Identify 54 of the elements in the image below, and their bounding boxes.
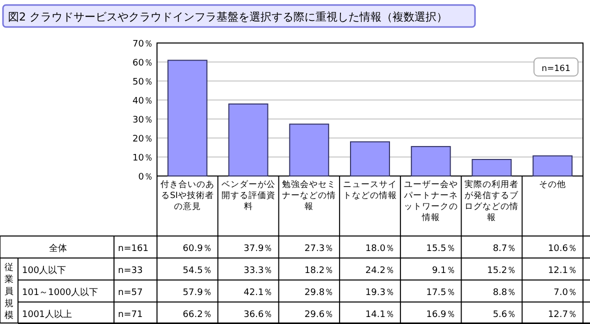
- y-tick-label: 50％: [132, 78, 153, 88]
- text: 5.6％: [492, 310, 516, 320]
- text: 1001人以上: [22, 309, 72, 320]
- text: n=33: [118, 266, 143, 276]
- text: n=161: [118, 244, 148, 254]
- data-label: 8.7％: [492, 244, 516, 254]
- y-tick-label: 40％: [132, 96, 153, 106]
- x-tick-label: 実際の利用者が発信するブログなどの情報: [464, 179, 520, 223]
- y-tick-label: 0％: [138, 172, 153, 182]
- data-label: 27.3％: [304, 244, 334, 254]
- text: 18.2％: [304, 266, 334, 276]
- text: 17.5％: [426, 288, 456, 298]
- x-tick-label: その他: [539, 179, 566, 190]
- text: 12.1％: [548, 266, 577, 276]
- y-tick-label: 30％: [132, 116, 153, 126]
- x-tick-label: 付き合いのあるSIや技術者の意見: [160, 179, 214, 212]
- text: 7.0％: [554, 288, 577, 298]
- text: 16.9％: [426, 310, 456, 320]
- text: 33.3％: [244, 266, 273, 276]
- x-tick-label: 勉強会やセミナーなどの情報: [282, 179, 336, 212]
- text: 従業員規模: [4, 262, 14, 321]
- y-tick-label: 20％: [132, 134, 153, 144]
- text: 42.1％: [244, 288, 273, 298]
- text: 36.6％: [244, 310, 273, 320]
- data-label: 18.0％: [365, 244, 394, 254]
- y-tick-label: 60％: [132, 58, 153, 68]
- text: 101～1000人以下: [22, 287, 98, 298]
- text: 15.2％: [487, 266, 516, 276]
- text: 66.2％: [182, 310, 212, 320]
- data-label: 60.9％: [182, 244, 212, 254]
- text: n=57: [118, 288, 143, 298]
- x-tick-label: ユーザー会やパートナーネットワークの情報: [402, 179, 458, 223]
- y-tick-label: 10％: [132, 154, 153, 164]
- text: 14.1％: [365, 310, 394, 320]
- x-tick-label: ニュースサイトなどの情報: [343, 180, 397, 201]
- y-tick-label: 70％: [132, 40, 153, 50]
- data-label: 10.6％: [548, 244, 577, 254]
- annotation: n=161: [542, 64, 570, 74]
- text: 29.8％: [304, 288, 334, 298]
- text: 54.5％: [182, 266, 212, 276]
- text: n=71: [118, 310, 143, 320]
- data-label: 37.9％: [244, 244, 273, 254]
- text: 57.9％: [182, 288, 212, 298]
- data-label: 15.5％: [426, 244, 456, 254]
- text: 9.1％: [432, 266, 456, 276]
- text: 29.6％: [304, 310, 334, 320]
- x-tick-label: ベンダーが公開する評価資料: [221, 179, 276, 212]
- text: 全体: [49, 243, 67, 254]
- text: 19.3％: [365, 288, 394, 298]
- chart-title: 図2 クラウドサービスやクラウドインフラ基盤を選択する際に重視した情報（複数選択）: [8, 10, 448, 24]
- text: 8.8％: [492, 288, 516, 298]
- text: 12.7％: [548, 310, 577, 320]
- text: 24.2％: [365, 266, 394, 276]
- text: 100人以下: [22, 265, 66, 276]
